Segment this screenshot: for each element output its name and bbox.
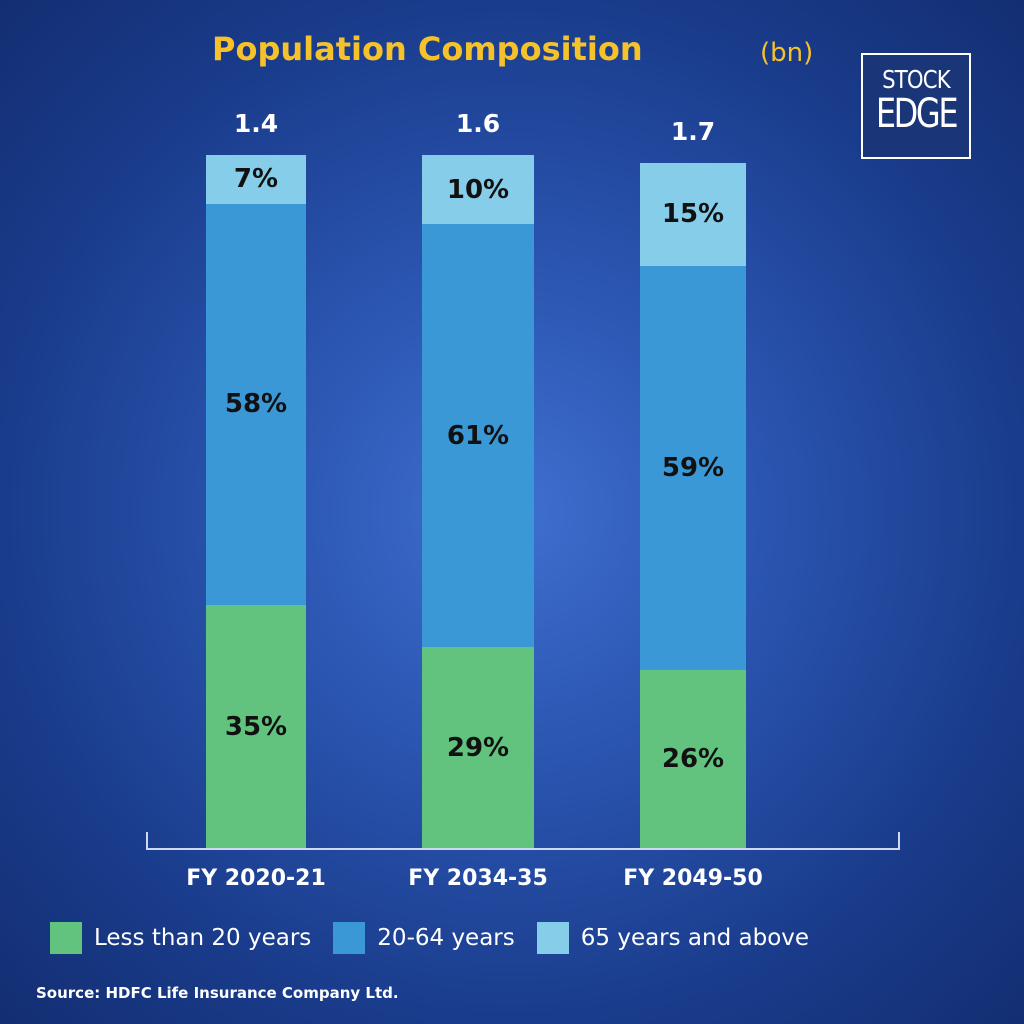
bar-total: 1.4 [233, 109, 279, 138]
unit-label: (bn) [760, 38, 814, 68]
logo-line2: EDGE [875, 91, 959, 137]
legend-swatch [536, 922, 569, 954]
legend-item: 20-64 years [333, 922, 515, 954]
bar-total: 1.6 [455, 109, 501, 138]
legend: Less than 20 years 20-64 years 65 years … [50, 922, 813, 954]
data-label: 35% [224, 711, 288, 742]
stockedge-logo: STOCK EDGE [861, 53, 971, 159]
category-label: FY 2049-50 [623, 866, 763, 891]
bar-total: 1.7 [670, 117, 716, 146]
bar-segment: 29% [422, 647, 534, 848]
data-label: 7% [233, 164, 279, 195]
legend-label: Less than 20 years [94, 925, 312, 951]
data-label: 10% [446, 174, 510, 205]
legend-swatch [50, 922, 82, 954]
data-label: 29% [446, 732, 510, 763]
data-label: 58% [224, 389, 288, 420]
x-axis [146, 848, 900, 850]
axis-tick [898, 832, 900, 850]
bar-segment: 15% [640, 163, 746, 266]
category-label: FY 2034-35 [408, 866, 548, 891]
bar-segment: 35% [206, 605, 306, 848]
bar-segment: 61% [422, 224, 534, 648]
category-label: FY 2020-21 [186, 866, 326, 891]
legend-swatch [333, 922, 366, 954]
chart-title: Population Composition [212, 30, 643, 68]
data-label: 59% [661, 452, 725, 483]
bar-segment: 7% [206, 155, 306, 204]
data-label: 61% [446, 420, 510, 451]
data-label: 15% [661, 199, 725, 230]
bar-segment: 26% [640, 669, 746, 848]
bar-segment: 59% [640, 265, 746, 670]
bar-segment: 58% [206, 203, 306, 606]
axis-tick [146, 832, 148, 850]
bar-segment: 10% [422, 155, 534, 225]
legend-item: Less than 20 years [50, 922, 311, 954]
legend-label: 20-64 years [377, 925, 515, 951]
data-label: 26% [661, 743, 725, 774]
source-note: Source: HDFC Life Insurance Company Ltd. [36, 984, 399, 1002]
legend-label: 65 years and above [580, 925, 810, 951]
logo-line1: STOCK [882, 65, 951, 94]
legend-item: 65 years and above [536, 922, 810, 954]
